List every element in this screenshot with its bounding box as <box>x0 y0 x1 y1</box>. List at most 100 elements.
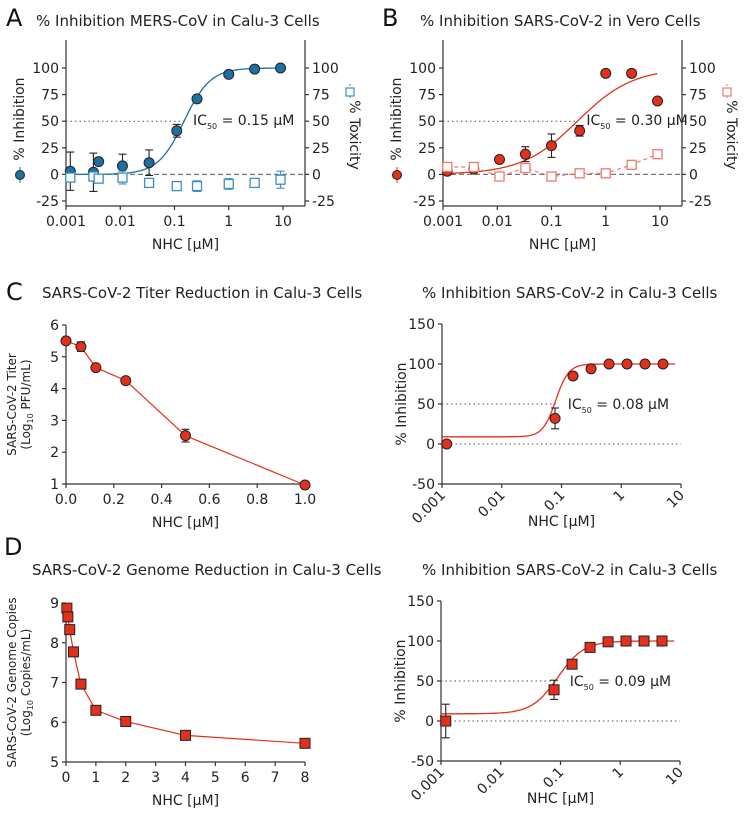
x-axis-label: NHC [µM] <box>528 514 595 530</box>
data-point <box>621 358 633 370</box>
y2-tick-label: 0 <box>312 167 321 183</box>
x-axis-label: NHC [µM] <box>527 791 594 807</box>
panel-letter-a: A <box>6 4 23 32</box>
chart-title: % Inhibition SARS-CoV-2 in Calu-3 Cells <box>422 284 718 302</box>
data-point <box>440 715 452 727</box>
y2-tick-label: -25 <box>689 194 712 210</box>
data-point <box>600 168 611 179</box>
legend-marker-inhibition <box>392 170 402 180</box>
y-tick-label: -25 <box>36 194 59 210</box>
data-point <box>520 162 531 174</box>
x-tick-label: 8 <box>301 770 310 786</box>
data-point <box>116 160 128 172</box>
data-point <box>652 149 663 160</box>
x-axis-label: NHC [µM] <box>152 237 219 253</box>
fit-curve <box>442 363 676 438</box>
data-point <box>90 704 102 716</box>
data-point <box>62 611 74 623</box>
data-point <box>275 62 287 74</box>
y-tick-label: 50 <box>418 114 436 130</box>
data-point <box>468 161 479 173</box>
x-tick-label: 0.8 <box>246 492 268 508</box>
legend-marker-toxicity <box>722 87 732 97</box>
y-tick-label: 1 <box>50 477 59 493</box>
y-tick-label: -50 <box>411 754 434 770</box>
y-tick-label: 100 <box>408 357 435 373</box>
data-point <box>603 358 615 370</box>
data-point <box>600 67 612 79</box>
x-tick-label: 0.1 <box>163 214 185 230</box>
y-tick-label: 2 <box>50 445 59 461</box>
x-axis-label: NHC [µM] <box>529 237 596 253</box>
x-tick-label: 7 <box>271 770 280 786</box>
series--inhibition <box>440 635 675 739</box>
y-tick-label: 150 <box>407 594 434 610</box>
y-tick-label: 6 <box>50 715 59 731</box>
data-point <box>143 157 155 169</box>
legend: % Toxicity <box>392 84 739 183</box>
series--inhibition <box>441 358 676 450</box>
data-point <box>626 159 637 170</box>
x-tick-label: 6 <box>241 770 250 786</box>
data-point <box>519 148 531 160</box>
y-axis-label-line1: SARS-CoV-2 Genome Copies <box>5 597 19 767</box>
x-tick-label: 0.01 <box>482 214 513 230</box>
x-tick-label: 0.4 <box>150 492 172 508</box>
x-tick-label: 0 <box>62 770 71 786</box>
y-tick-label: 4 <box>50 382 59 398</box>
y-axis-label: % Inhibition <box>12 77 28 160</box>
data-point <box>75 678 87 690</box>
y-tick-label: -50 <box>412 477 435 493</box>
data-point <box>602 636 614 648</box>
chart-a: % Inhibition MERS-CoV in Calu-3 Cells -25… <box>12 12 362 253</box>
data-point <box>249 177 260 189</box>
x-tick-label: 0.2 <box>103 492 125 508</box>
y-tick-label: 3 <box>50 413 59 429</box>
x-tick-label: 10 <box>651 214 669 230</box>
x-tick-label: 0.01 <box>105 214 136 230</box>
data-point <box>546 171 557 182</box>
y2-tick-label: 50 <box>689 114 707 130</box>
fit-curve <box>441 640 675 715</box>
data-point <box>191 93 203 105</box>
data-point <box>67 646 79 658</box>
chart-b: % Inhibition SARS-CoV-2 in Vero Cells -25… <box>389 12 739 253</box>
data-point <box>143 177 155 189</box>
chart-c: SARS-CoV-2 Titer Reduction in Calu-3 Cel… <box>5 284 362 531</box>
y2-tick-label: 75 <box>312 88 330 104</box>
data-point <box>60 335 72 347</box>
x-tick-label: 1 <box>91 770 100 786</box>
data-point <box>117 172 128 183</box>
legend-marker-inhibition <box>15 170 25 180</box>
data-point <box>494 171 505 182</box>
chart-title: SARS-CoV-2 Titer Reduction in Calu-3 Cel… <box>42 284 362 302</box>
data-point <box>574 168 585 179</box>
x-tick-label: 1 <box>609 765 627 783</box>
chart-d: SARS-CoV-2 Genome Reduction in Calu-3 Ce… <box>5 561 382 809</box>
ic50-annotation: IC50 = 0.09 µM <box>570 674 671 692</box>
data-point <box>657 358 669 370</box>
x-tick-label: 0.6 <box>198 492 220 508</box>
data-point <box>299 479 311 491</box>
chart-title: % Inhibition SARS-CoV-2 in Calu-3 Cells <box>422 561 718 579</box>
y-tick-label: 5 <box>50 350 59 366</box>
y-axis-label-line1: SARS-CoV-2 Titer <box>5 353 19 456</box>
y-tick-label: 150 <box>408 317 435 333</box>
data-point <box>223 178 234 190</box>
data-point <box>584 641 596 653</box>
data-point <box>585 363 597 375</box>
data-point <box>64 624 76 636</box>
data-point <box>171 180 182 192</box>
x-tick-label: 0.1 <box>540 765 567 792</box>
y-tick-label: 100 <box>32 61 59 77</box>
x-tick-label: 0.001 <box>423 214 463 230</box>
series-line <box>65 340 306 486</box>
x-axis-label: NHC [µM] <box>152 793 219 809</box>
y2-tick-label: -25 <box>312 194 335 210</box>
x-tick-label: 1.0 <box>294 492 316 508</box>
y2-tick-label: 25 <box>312 141 330 157</box>
data-point <box>180 430 191 442</box>
x-tick-label: 10 <box>663 765 687 789</box>
data-point <box>93 173 104 184</box>
